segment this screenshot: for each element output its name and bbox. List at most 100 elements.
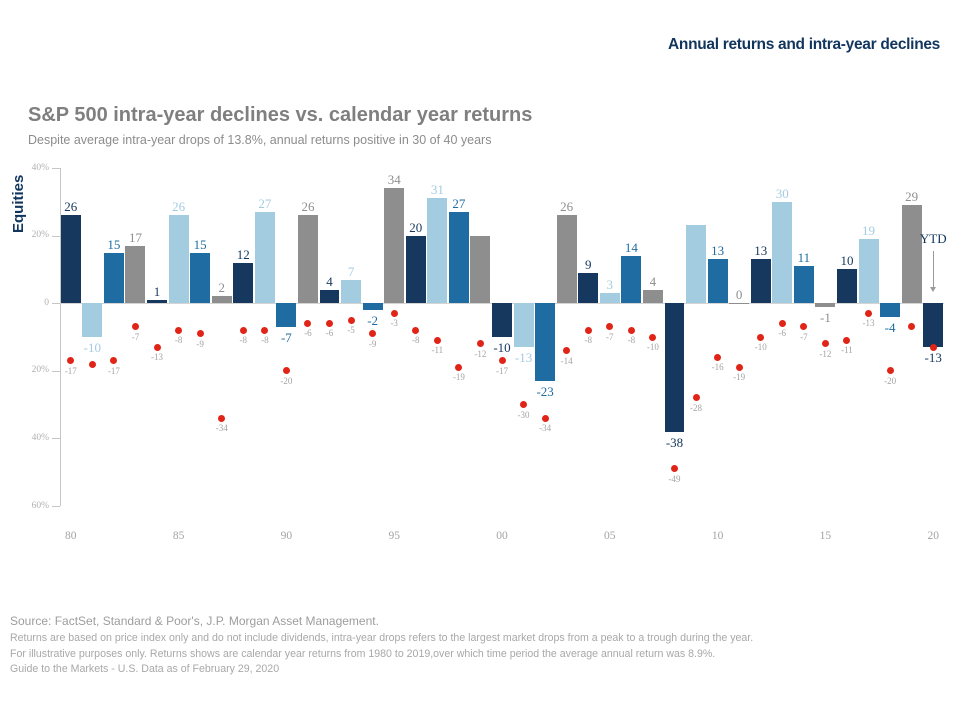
footnote-source-line: Source: FactSet, Standard & Poor's, J.P.… (10, 614, 379, 628)
x-tick-label: 95 (388, 530, 400, 542)
ytd-annotation-label: YTD (919, 231, 947, 247)
footnote-line: Returns are based on price index only an… (10, 632, 754, 644)
decline-dot-label: -8 (584, 335, 592, 346)
plot-area: 40% 20% 0 20% 40% 60% 80 85 90 95 00 05 10 15 20 26 -17-… (32, 163, 947, 543)
return-bar (642, 289, 663, 304)
y-tick-label: 0 (44, 297, 49, 308)
y-tick-label: 60% (31, 500, 49, 511)
return-bar (664, 303, 685, 432)
return-bar (750, 259, 771, 304)
decline-dot-label: -12 (474, 348, 487, 359)
y-tick-label: 40% (31, 432, 49, 443)
return-bar (60, 215, 81, 304)
return-bar-label: 30 (775, 185, 789, 201)
return-bar (707, 259, 728, 304)
decline-dot (218, 414, 226, 422)
return-bar-label: 13 (711, 243, 725, 259)
decline-dot (304, 319, 312, 327)
return-bar-label: -10 (493, 340, 511, 355)
return-bar-label: 26 (301, 199, 315, 215)
decline-dot (498, 357, 506, 365)
return-bar-label: 31 (430, 182, 444, 198)
return-bar-label: 11 (797, 250, 811, 266)
x-tick-label: 05 (604, 530, 616, 542)
decline-dot (606, 323, 614, 331)
decline-dot (88, 360, 96, 368)
decline-dot-label: -8 (412, 335, 420, 346)
return-bar (815, 303, 836, 307)
return-bar-label: 12 (236, 246, 250, 262)
decline-dot (110, 357, 118, 365)
return-bar-label: 3 (606, 277, 614, 293)
y-axis-tick (52, 438, 60, 440)
chart-title: S&P 500 intra-year declines vs. calendar… (28, 104, 533, 126)
y-axis-tick (52, 235, 60, 237)
return-bar-label: 19 (862, 222, 876, 238)
decline-dot-label: -17 (496, 365, 508, 376)
footnote-line: Guide to the Markets - U.S. Data as of F… (10, 663, 280, 675)
decline-dot-label: -6 (304, 328, 312, 339)
x-tick-label: 85 (172, 530, 185, 542)
decline-dot-label: -30 (517, 409, 530, 420)
decline-dot (369, 330, 377, 338)
return-bar-label: 17 (128, 229, 142, 245)
return-bar-label: 0 (735, 287, 743, 303)
decline-dot-label: -8 (239, 335, 248, 346)
decline-dot (757, 333, 765, 341)
x-tick-label: 20 (927, 530, 939, 542)
decline-dot (433, 336, 441, 344)
return-bar (772, 201, 793, 304)
return-bar (427, 198, 448, 304)
decline-dot-label: -12 (819, 348, 832, 359)
decline-dot-label: -5 (347, 325, 355, 336)
decline-dot-label: -16 (711, 362, 724, 373)
return-bar-label: 26 (172, 199, 186, 215)
decline-dot-label: -19 (452, 372, 465, 383)
x-tick-label: 10 (711, 530, 724, 542)
return-bar-label: 1 (153, 283, 161, 299)
chart-subtitle: Despite average intra-year drops of 13.8… (28, 133, 492, 147)
decline-dot-label: -8 (627, 335, 636, 346)
return-bar-label: -13 (514, 350, 533, 366)
decline-dot (67, 357, 75, 365)
decline-dot (563, 347, 571, 355)
return-bar-label: 15 (107, 236, 121, 252)
return-bar (599, 293, 620, 304)
return-bar (556, 215, 577, 304)
decline-dot (520, 401, 528, 409)
decline-dot (455, 363, 463, 371)
return-bar (405, 235, 426, 304)
decline-dot-label: -3 (390, 318, 398, 329)
return-bar (384, 188, 405, 304)
decline-dot-label: -10 (646, 342, 659, 352)
x-tick-label: 90 (280, 530, 293, 542)
return-bar (686, 225, 707, 304)
return-bar-label: 9 (584, 256, 592, 272)
return-bar (836, 269, 857, 304)
decline-dot (196, 330, 204, 338)
decline-dot (282, 367, 290, 375)
y-tick-label: 20% (31, 230, 49, 241)
y-axis-tick (52, 370, 60, 372)
return-bar (211, 296, 232, 304)
return-bar (341, 279, 362, 304)
return-bar-label: 26 (560, 199, 574, 215)
return-bar (190, 252, 211, 304)
equities-axis-label: Equities (10, 174, 27, 233)
return-bar-label: 14 (624, 239, 638, 255)
return-bar (254, 211, 275, 304)
decline-dot (908, 323, 916, 331)
decline-dot (131, 323, 139, 331)
decline-dot-label: -11 (431, 345, 444, 356)
return-bar (621, 255, 642, 304)
decline-dot-label: -13 (151, 352, 164, 363)
return-bar (535, 303, 556, 381)
decline-dot (326, 319, 333, 327)
y-tick-label: 40% (31, 162, 49, 173)
return-bar (470, 235, 491, 304)
return-bar (492, 303, 512, 337)
return-bar (923, 303, 944, 348)
return-bar-label: 26 (64, 199, 78, 215)
y-axis-tick (52, 506, 60, 507)
return-bar-label: 2 (218, 280, 225, 296)
